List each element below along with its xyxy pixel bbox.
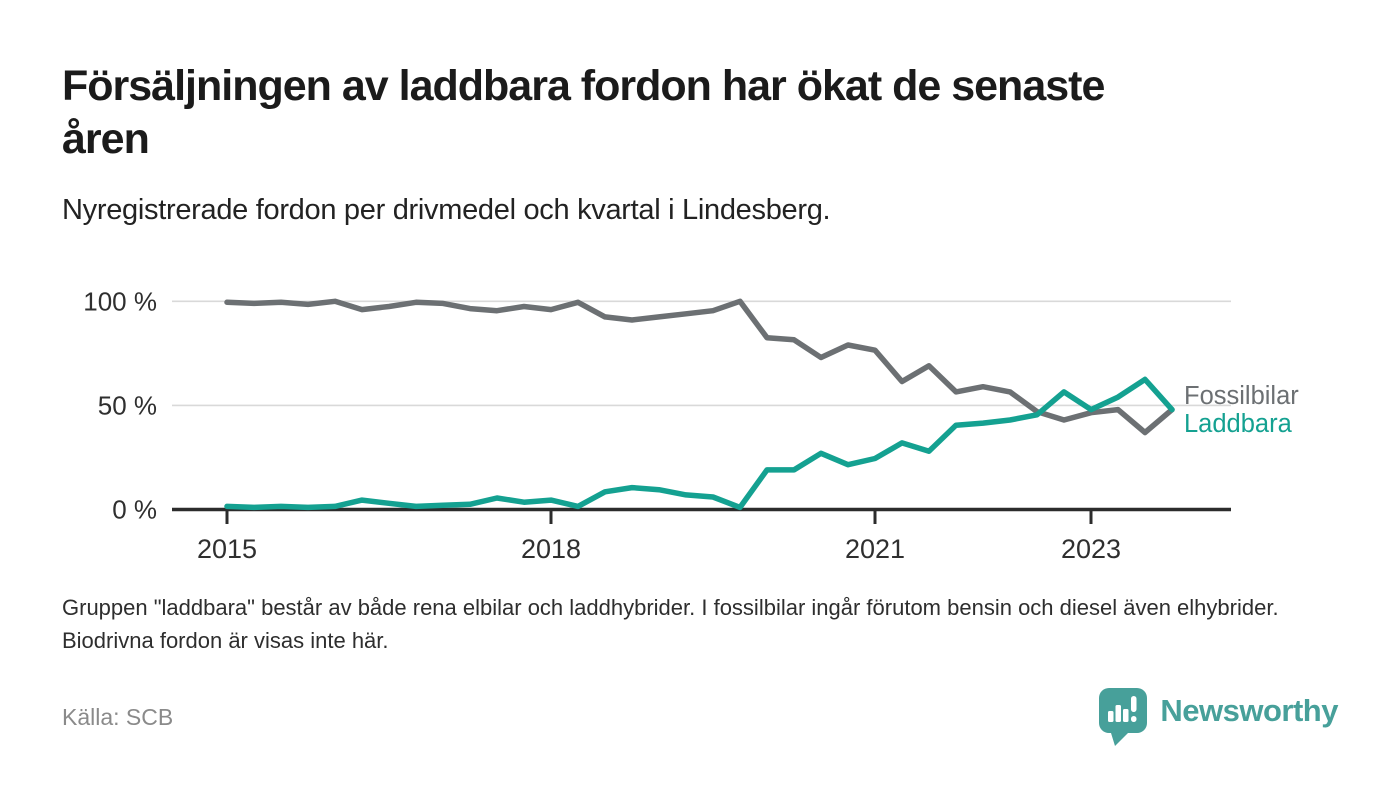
x-tick-label-2015: 2015: [197, 534, 257, 564]
page-title: Försäljningen av laddbara fordon har öka…: [62, 60, 1105, 166]
y-tick-label-50: 50 %: [98, 390, 157, 420]
series-line-laddbara: [224, 376, 1175, 511]
title-line-2: åren: [62, 115, 150, 163]
axis-layer: 0 % 50 % 100 % 2015 2018 2021 2023: [83, 286, 1231, 564]
logo-bar-chart-glyph: [1108, 696, 1137, 722]
gridlines-layer: [172, 300, 1231, 407]
series-layer: [224, 298, 1175, 511]
series-line-fossilbilar: [224, 298, 1175, 436]
x-tick-label-2018: 2018: [521, 534, 581, 564]
title-line-1: Försäljningen av laddbara fordon har öka…: [62, 62, 1105, 110]
source-caption: Källa: SCB: [62, 704, 174, 730]
y-tick-label-100: 100 %: [83, 286, 157, 316]
newsworthy-logo-icon: [1099, 688, 1148, 746]
chart-footnote: Gruppen "laddbara" består av både rena e…: [62, 595, 1279, 653]
series-label-laddbara: Laddbara: [1184, 410, 1293, 438]
series-label-fossilbilar: Fossilbilar: [1184, 382, 1299, 410]
newsworthy-branding: Newsworthy: [1099, 688, 1338, 748]
chart-subtitle: Nyregistrerade fordon per drivmedel och …: [62, 194, 831, 226]
newsworthy-logo-text: Newsworthy: [1160, 693, 1338, 728]
y-tick-label-0: 0 %: [112, 495, 157, 525]
x-tick-label-2021: 2021: [845, 534, 905, 564]
x-tick-label-2023: 2023: [1061, 534, 1121, 564]
